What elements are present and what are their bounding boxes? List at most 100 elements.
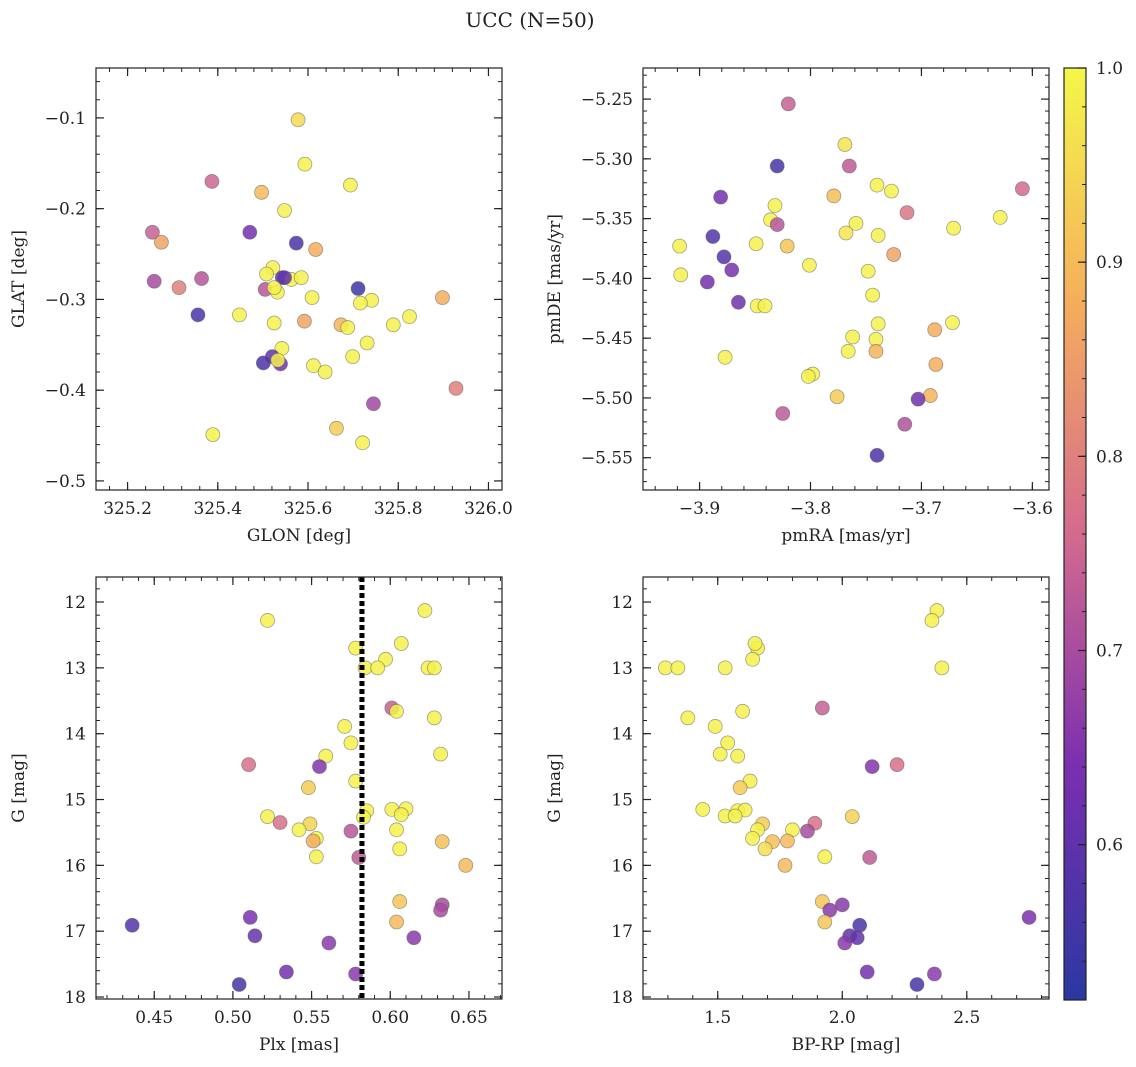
y-tick-label: −0.2 [45,200,86,220]
y-tick-label: 17 [64,922,86,942]
scatter-point [124,917,140,933]
scatter-point [735,703,751,719]
axes-frame [642,576,1050,1000]
scatter-point [680,710,696,726]
scatter-point [730,294,746,310]
scatter-point [247,928,263,944]
scatter-point [433,902,449,918]
y-axis-label: G [mag] [9,753,29,822]
y-tick-label: −5.35 [581,210,633,230]
scatter-point [194,271,209,286]
scatter-point [288,235,304,251]
scatter-point [329,420,344,436]
scatter-point [144,224,160,240]
scatter-point [705,229,721,244]
scatter-point [814,700,830,716]
scatter-point [393,636,409,651]
scatter-point [312,759,327,775]
y-tick-label: −5.40 [581,269,633,289]
y-tick-label: −0.3 [45,290,86,310]
scatter-point [350,281,366,296]
scatter-point [869,447,885,463]
scatter-point [767,198,783,213]
scatter-point [392,894,408,909]
y-tick-label: −0.4 [45,381,86,401]
scatter-point [343,177,358,193]
scatter-point [757,298,773,314]
scatter-point [713,189,729,205]
scatter-point [745,651,760,667]
scatter-point [928,357,944,372]
scatter-point [801,257,817,273]
scatter-point [909,977,925,992]
scatter-point [254,184,269,200]
colorbar-tick-label: 0.9 [1096,253,1123,273]
scatter-point [417,603,433,618]
scatter-point [305,833,321,849]
y-tick-label: 12 [64,593,86,613]
scatter-point [865,287,881,303]
scatter-point [232,307,247,323]
scatter-point [426,710,442,726]
scatter-point [266,280,282,296]
x-tick-label: 0.55 [293,1008,331,1028]
scatter-point [720,735,736,751]
scatter-points [144,112,464,451]
scatter-point [757,841,773,857]
scatter-point [146,273,162,289]
scatter-point [779,238,795,254]
scatter-point [458,857,474,873]
scatter-point [190,307,206,323]
scatter-point [717,660,733,676]
panel-4: 1.5 2.0 2.5 12 13 14 15 16 17 18 BP-RP [mag] G [mag… [545,576,1050,1055]
scatter-point [205,427,221,443]
y-tick-label: 18 [611,988,633,1008]
scatter-point [260,613,275,628]
scatter-point [242,909,258,925]
scatter-points [672,96,1030,463]
scatter-point [837,935,853,951]
axes-frame [95,67,503,491]
scatter-point [707,719,723,734]
colorbar-tick-label: 0.6 [1096,836,1123,856]
x-tick-label: 325.6 [284,499,333,519]
scatter-point [845,329,861,345]
scatter-point [800,369,816,384]
scatter-point [297,313,312,329]
x-tick-label: 0.45 [135,1008,173,1028]
y-tick-label: 12 [611,593,633,613]
scatter-point [340,320,356,335]
scatter-point [924,613,940,628]
scatter-point [308,242,324,257]
scatter-point [844,809,860,825]
scatter-point [817,914,833,930]
scatter-point [241,757,257,773]
x-axis-label: pmRA [mas/yr] [781,526,910,546]
figure-title: UCC (N=50) [465,8,594,32]
scatter-point [406,930,422,946]
scatter-point [717,349,733,365]
scatter-point [910,391,926,407]
scatter-point [780,833,795,849]
scatter-point [171,280,187,296]
scatter-point [769,158,785,174]
panel-3: 0.45 0.50 0.55 0.60 0.65 12 13 14 15 16 17 18 Plx [m… [9,576,503,1055]
scatter-point [259,266,274,282]
scatter-point [317,364,333,380]
scatter-point [290,112,306,128]
scatter-points [124,577,474,999]
colorbar: 0.6 0.7 0.8 0.9 1.0 [1063,59,1123,1001]
scatter-point [277,270,292,286]
scatter-point [712,746,728,762]
y-tick-label: 14 [64,725,86,745]
scatter-point [840,343,856,359]
y-tick-label: −5.30 [581,150,633,170]
scatter-point [154,234,169,250]
scatter-point [849,930,865,946]
scatter-point [270,352,286,368]
scatter-point [435,290,450,306]
scatter-point [337,719,353,734]
colorbar-tick-label: 0.8 [1096,447,1123,467]
x-tick-label: −3.8 [790,499,831,519]
